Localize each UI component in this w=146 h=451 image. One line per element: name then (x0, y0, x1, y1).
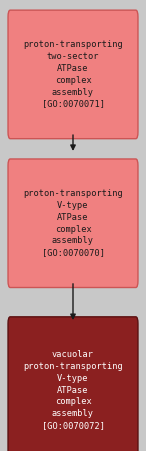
Text: vacuolar
proton-transporting
V-type
ATPase
complex
assembly
[GO:0070072]: vacuolar proton-transporting V-type ATPa… (23, 350, 123, 430)
FancyBboxPatch shape (8, 159, 138, 288)
FancyBboxPatch shape (8, 10, 138, 139)
Text: proton-transporting
V-type
ATPase
complex
assembly
[GO:0070070]: proton-transporting V-type ATPase comple… (23, 189, 123, 257)
FancyBboxPatch shape (8, 317, 138, 451)
Text: proton-transporting
two-sector
ATPase
complex
assembly
[GO:0070071]: proton-transporting two-sector ATPase co… (23, 41, 123, 108)
